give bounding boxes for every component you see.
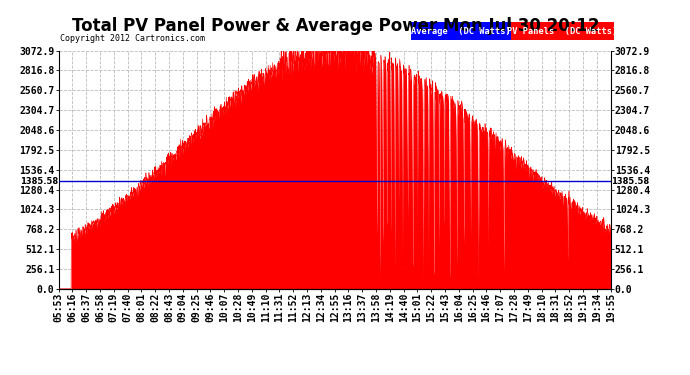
Text: PV Panels  (DC Watts): PV Panels (DC Watts) <box>507 27 618 36</box>
Text: Total PV Panel Power & Average Power Mon Jul 30 20:12: Total PV Panel Power & Average Power Mon… <box>72 17 600 35</box>
Text: 1385.58: 1385.58 <box>611 177 649 186</box>
Text: 1385.58: 1385.58 <box>20 177 58 186</box>
Text: Average  (DC Watts): Average (DC Watts) <box>411 27 511 36</box>
Text: Copyright 2012 Cartronics.com: Copyright 2012 Cartronics.com <box>60 34 205 43</box>
